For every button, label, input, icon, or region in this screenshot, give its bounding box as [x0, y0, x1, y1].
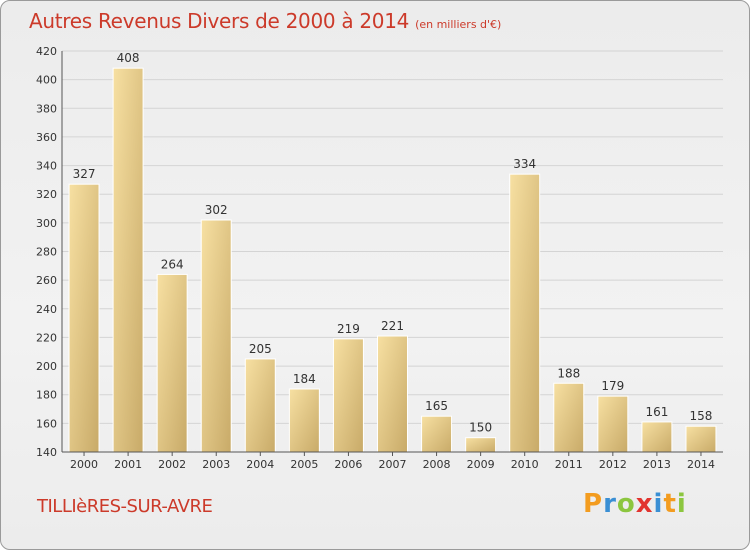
y-tick-label: 160 — [36, 417, 57, 430]
logo-letter: t — [663, 489, 677, 519]
value-label: 219 — [337, 322, 360, 336]
x-tick-label: 2012 — [599, 458, 627, 471]
y-tick-label: 300 — [36, 217, 57, 230]
value-label: 334 — [513, 157, 536, 171]
y-tick-label: 380 — [36, 102, 57, 115]
value-label: 165 — [425, 399, 448, 413]
y-tick-label: 420 — [36, 45, 57, 58]
logo-letter: r — [603, 489, 617, 519]
logo-letter: o — [616, 489, 636, 519]
bar-2013 — [641, 421, 673, 453]
y-tick-label: 180 — [36, 389, 57, 402]
bar-2006 — [332, 338, 364, 453]
y-tick-label: 200 — [36, 360, 57, 373]
x-tick-label: 2011 — [555, 458, 583, 471]
bar-2007 — [377, 335, 408, 453]
y-tick-label: 400 — [36, 74, 57, 87]
x-tick-label: 2009 — [467, 458, 495, 471]
logo-letter: x — [635, 489, 654, 519]
value-label: 327 — [73, 167, 96, 181]
bar-2012 — [597, 395, 629, 453]
value-label: 205 — [249, 342, 272, 356]
value-label: 188 — [557, 366, 580, 380]
bar-2010 — [509, 173, 541, 453]
chart-subtitle: (en milliers d'€) — [415, 18, 502, 31]
value-label: 408 — [117, 51, 140, 65]
x-tick-label: 2008 — [423, 458, 451, 471]
y-tick-label: 280 — [36, 246, 57, 259]
x-tick-label: 2005 — [290, 458, 318, 471]
bar-2008 — [421, 415, 453, 453]
y-tick-label: 240 — [36, 303, 57, 316]
y-tick-label: 140 — [36, 446, 57, 459]
y-tick-label: 220 — [36, 331, 57, 344]
x-tick-label: 2002 — [158, 458, 186, 471]
value-labels: 327 408 264 302 205 184 219 221 165 150 334 188 179 1… — [73, 51, 713, 434]
y-tick-label: 260 — [36, 274, 57, 287]
bars-group — [68, 67, 717, 453]
value-label: 302 — [205, 203, 228, 217]
value-label: 161 — [645, 405, 668, 419]
x-tick-label: 2003 — [202, 458, 230, 471]
x-tick-label: 2013 — [643, 458, 671, 471]
y-tick-label: 360 — [36, 131, 57, 144]
city-name: TILLIèRES-SUR-AVRE — [37, 496, 213, 517]
bar-2001 — [112, 67, 144, 453]
y-tick-label: 340 — [36, 160, 57, 173]
bar-2000 — [68, 183, 100, 453]
bar-2011 — [553, 382, 585, 453]
x-axis: 2000 2001 2002 2003 2004 2005 2006 2007 2008 2009… — [70, 452, 715, 471]
bar-2014 — [685, 425, 717, 453]
bar-2004 — [244, 358, 276, 453]
x-tick-label: 2001 — [114, 458, 142, 471]
value-label: 158 — [690, 409, 713, 423]
chart-title: Autres Revenus Divers de 2000 à 2014 (en … — [29, 9, 501, 33]
bar-2003 — [200, 219, 232, 453]
value-label: 150 — [469, 421, 492, 435]
logo-letter: i — [653, 489, 664, 519]
logo-letter: P — [583, 489, 604, 519]
x-tick-label: 2010 — [511, 458, 539, 471]
proxiti-logo: Proxiti — [583, 489, 687, 519]
y-tick-label: 320 — [36, 188, 57, 201]
x-tick-label: 2007 — [379, 458, 407, 471]
x-tick-label: 2014 — [687, 458, 715, 471]
x-tick-label: 2004 — [246, 458, 274, 471]
value-label: 184 — [293, 372, 316, 386]
x-tick-label: 2006 — [334, 458, 362, 471]
bar-2002 — [156, 273, 188, 453]
value-label: 221 — [381, 319, 404, 333]
logo-letter: i — [676, 489, 687, 519]
x-tick-label: 2000 — [70, 458, 98, 471]
bar-2005 — [288, 388, 320, 453]
value-label: 264 — [161, 257, 184, 271]
value-label: 179 — [601, 379, 624, 393]
bar-chart: 327 408 264 302 205 184 219 221 165 150 334 188 179 1… — [36, 45, 723, 471]
chart-title-text: Autres Revenus Divers de 2000 à 2014 — [29, 9, 410, 33]
bar-2009 — [465, 437, 497, 453]
